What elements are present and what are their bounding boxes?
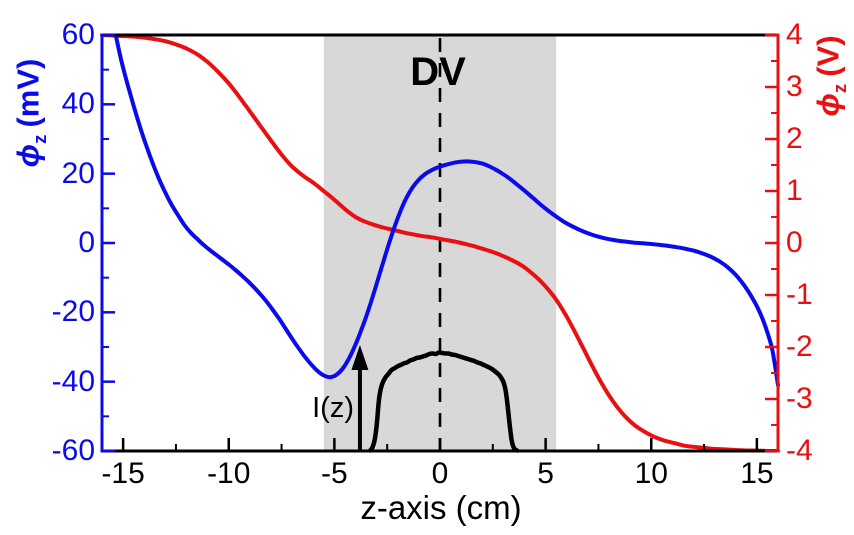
x-tick-label: 10 — [634, 457, 668, 490]
left-axis-unit: (mV) — [10, 58, 46, 128]
phi-symbol: ϕ — [10, 143, 46, 168]
blue-curve-phi-z-millivolts — [113, 33, 780, 388]
x-tick-label: 5 — [537, 457, 554, 490]
right-tick-label: 0 — [786, 226, 803, 259]
phi-symbol: ϕ — [810, 93, 846, 117]
right-tick-label: -2 — [786, 330, 813, 363]
red-curve-phi-z-volts — [100, 33, 780, 453]
phi-subscript: z — [828, 83, 850, 94]
x-tick-label: -5 — [321, 457, 348, 490]
x-tick-label: 0 — [431, 457, 449, 490]
left-tick-label: -40 — [51, 364, 95, 398]
phi-subscript: z — [28, 134, 50, 144]
x-tick-label: 15 — [740, 457, 774, 490]
left-axis-label: ϕz (mV) — [10, 58, 50, 168]
x-axis-label: z-axis (cm) — [360, 489, 522, 526]
right-tick-label: 3 — [786, 70, 803, 103]
iz-arrow-head — [351, 345, 369, 370]
iz-intensity-profile-curve — [368, 350, 520, 453]
left-tick-label: 60 — [61, 18, 95, 51]
iz-curve-label: I(z) — [312, 392, 354, 424]
right-tick-label: 2 — [786, 122, 803, 155]
right-tick-label: -4 — [786, 434, 813, 467]
dv-region-label: DV — [410, 50, 466, 94]
left-tick-label: 40 — [61, 87, 95, 121]
right-tick-label: 4 — [786, 18, 803, 51]
right-axis-label: ϕz (V) — [810, 35, 850, 117]
right-tick-label: -3 — [786, 382, 813, 415]
x-tick-label: -10 — [207, 457, 251, 490]
right-axis-unit: (V) — [810, 35, 846, 77]
left-tick-label: -20 — [51, 295, 95, 329]
left-tick-label: -60 — [51, 434, 95, 467]
left-tick-label: 0 — [78, 226, 95, 259]
x-tick-label: -15 — [101, 457, 145, 490]
right-tick-label: 1 — [786, 174, 803, 207]
left-tick-label: 20 — [61, 156, 95, 190]
right-tick-label: -1 — [786, 278, 813, 311]
